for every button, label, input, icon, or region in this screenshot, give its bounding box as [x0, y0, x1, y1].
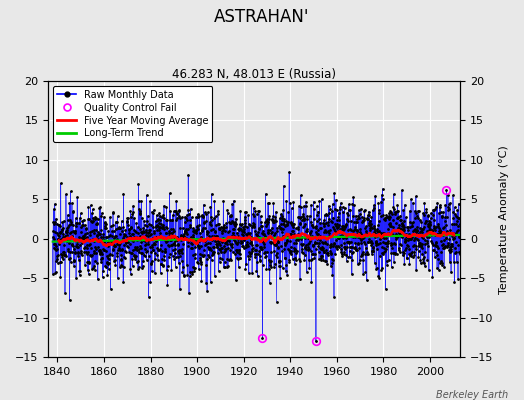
Title: 46.283 N, 48.013 E (Russia): 46.283 N, 48.013 E (Russia): [172, 68, 336, 81]
Legend: Raw Monthly Data, Quality Control Fail, Five Year Moving Average, Long-Term Tren: Raw Monthly Data, Quality Control Fail, …: [53, 86, 212, 142]
Text: ASTRAHAN': ASTRAHAN': [214, 8, 310, 26]
Y-axis label: Temperature Anomaly (°C): Temperature Anomaly (°C): [499, 145, 509, 294]
Text: Berkeley Earth: Berkeley Earth: [436, 390, 508, 400]
